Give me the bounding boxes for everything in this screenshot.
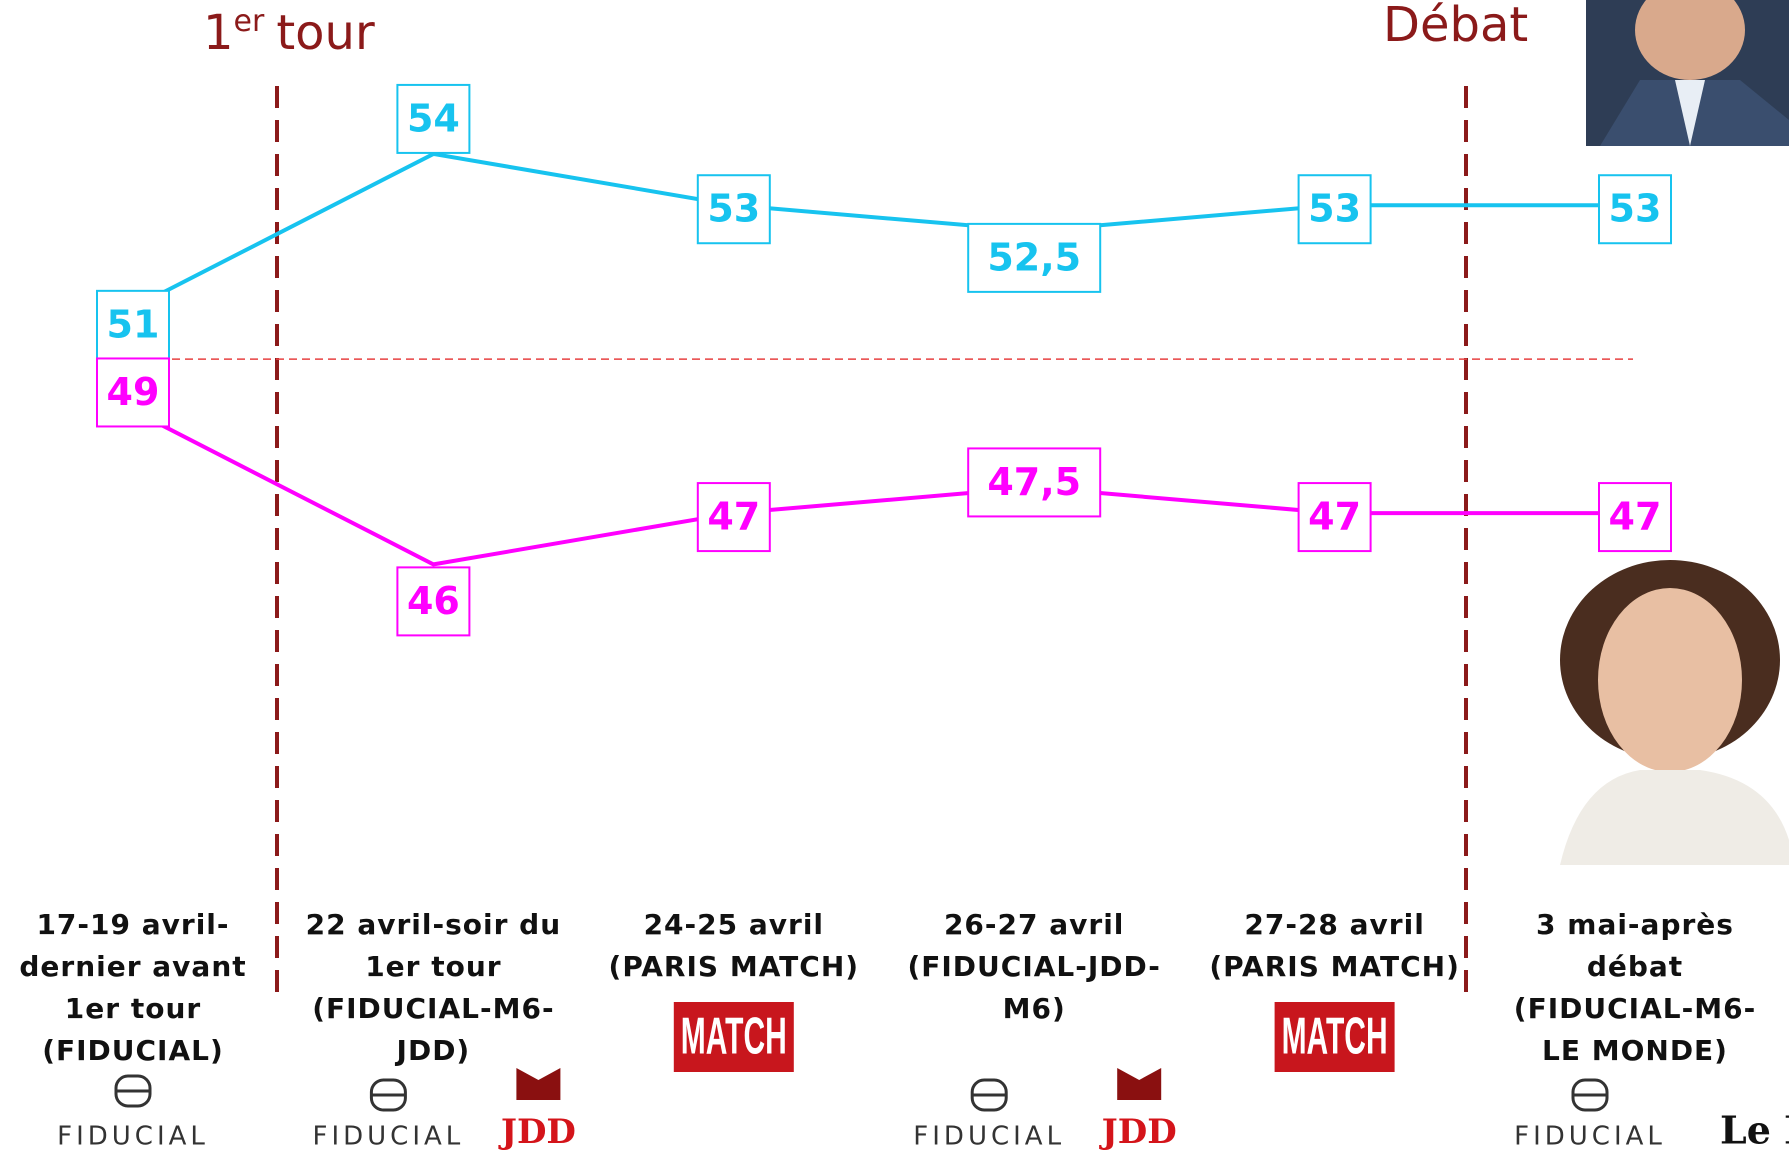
logo-icon: [516, 1068, 560, 1100]
value-label: 46: [407, 579, 460, 623]
value-label: 54: [407, 96, 460, 140]
logo: FIDUCIAL: [313, 1122, 465, 1151]
value-label: 51: [107, 302, 160, 346]
photo-woman: [1560, 560, 1789, 865]
annotation-part: 1: [203, 5, 234, 61]
value-label: 53: [707, 187, 760, 231]
value-label: 47: [1609, 495, 1662, 539]
x-tick-label: 24-25 avril (PARIS MATCH): [599, 904, 869, 988]
value-label: 52,5: [987, 235, 1081, 279]
value-label: 47,5: [987, 460, 1081, 504]
logo-icon: [1117, 1068, 1161, 1100]
value-label: 53: [1308, 187, 1361, 231]
value-label: 53: [1609, 187, 1662, 231]
x-tick-label: 22 avril-soir du 1er tour (FIDUCIAL-M6-J…: [298, 904, 568, 1072]
x-tick-label: 3 mai-après débat (FIDUCIAL-M6-LE MONDE): [1500, 904, 1770, 1072]
annotation-part: tour: [276, 5, 375, 61]
logo: MATCH: [681, 1007, 787, 1065]
logo: JDD: [498, 1112, 576, 1151]
logo: Le Monde: [1720, 1108, 1789, 1151]
logo: FIDUCIAL: [1514, 1122, 1666, 1151]
logo: MATCH: [1282, 1007, 1388, 1065]
x-tick-label: 26-27 avril (FIDUCIAL-JDD-M6): [899, 904, 1169, 1030]
x-tick-label: 27-28 avril (PARIS MATCH): [1200, 904, 1470, 988]
logo: FIDUCIAL: [913, 1122, 1065, 1151]
annotation-sup: er: [234, 4, 265, 39]
value-label: 47: [707, 495, 760, 539]
annotation: Débat: [1383, 0, 1528, 53]
value-label: 49: [107, 370, 160, 414]
logo: FIDUCIAL: [57, 1122, 209, 1151]
series-line: [133, 410, 1635, 564]
photo-man: [1586, 0, 1789, 146]
x-tick-label: 17-19 avril-dernier avant 1er tour (FIDU…: [0, 904, 268, 1072]
page: 1ertour Débat 51 54 53 52,5 53 53 49 46 47 47,5 47 47…: [0, 0, 1789, 1151]
value-label: 47: [1308, 495, 1361, 539]
logo: JDD: [1099, 1112, 1177, 1151]
series-line: [133, 154, 1635, 308]
